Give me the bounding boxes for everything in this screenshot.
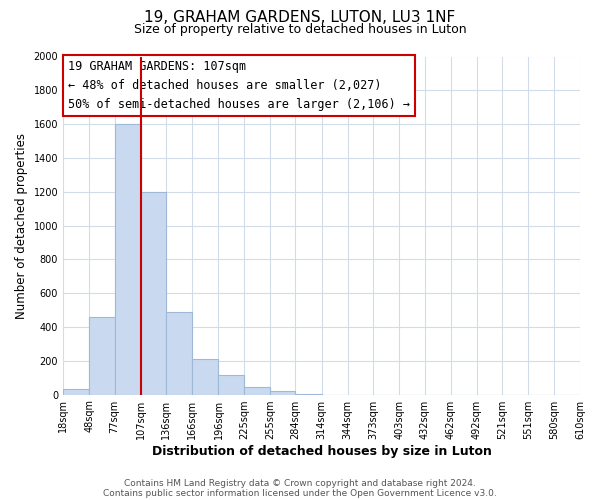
Text: Contains public sector information licensed under the Open Government Licence v3: Contains public sector information licen…	[103, 488, 497, 498]
Bar	[218, 375, 244, 394]
Bar	[115, 124, 141, 394]
X-axis label: Distribution of detached houses by size in Luton: Distribution of detached houses by size …	[152, 444, 491, 458]
Bar	[192, 359, 218, 394]
Bar	[89, 317, 115, 394]
Bar	[141, 192, 166, 394]
Bar	[270, 391, 295, 394]
Bar	[63, 388, 89, 394]
Bar	[166, 312, 192, 394]
Text: 19 GRAHAM GARDENS: 107sqm
← 48% of detached houses are smaller (2,027)
50% of se: 19 GRAHAM GARDENS: 107sqm ← 48% of detac…	[68, 60, 410, 111]
Text: 19, GRAHAM GARDENS, LUTON, LU3 1NF: 19, GRAHAM GARDENS, LUTON, LU3 1NF	[145, 10, 455, 25]
Text: Contains HM Land Registry data © Crown copyright and database right 2024.: Contains HM Land Registry data © Crown c…	[124, 478, 476, 488]
Bar	[244, 387, 270, 394]
Y-axis label: Number of detached properties: Number of detached properties	[15, 132, 28, 318]
Text: Size of property relative to detached houses in Luton: Size of property relative to detached ho…	[134, 22, 466, 36]
